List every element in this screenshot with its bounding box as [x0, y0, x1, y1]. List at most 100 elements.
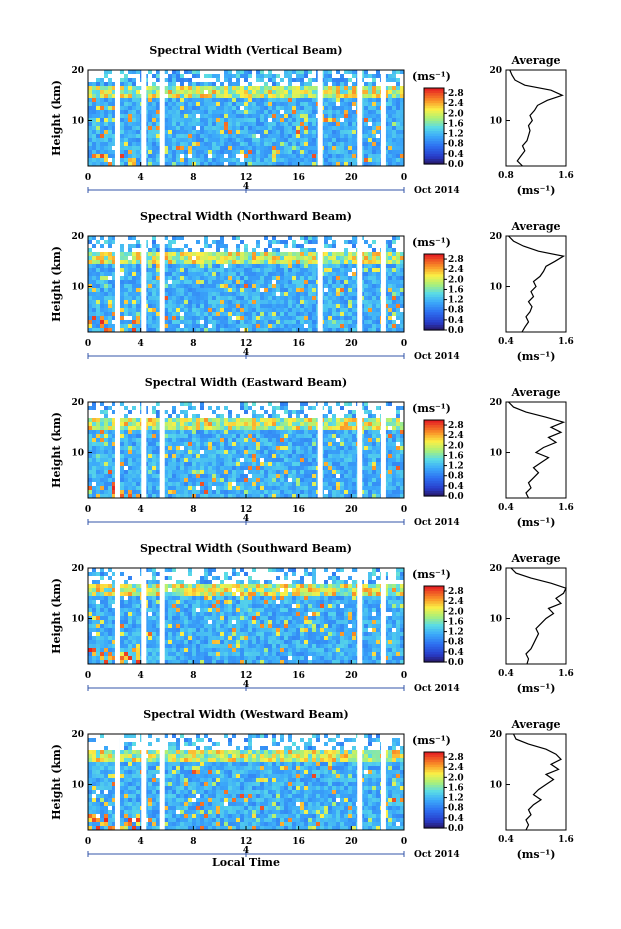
- heatmap-cell: [196, 414, 200, 418]
- heatmap-cell: [168, 272, 172, 276]
- heatmap-cell: [396, 138, 400, 142]
- heatmap-cell: [100, 478, 104, 482]
- heatmap-cell: [368, 470, 372, 474]
- heatmap-cell: [132, 106, 136, 110]
- heatmap-cell: [132, 324, 136, 328]
- heatmap-cell: [260, 296, 264, 300]
- heatmap-cell: [212, 110, 216, 114]
- heatmap-cell: [88, 272, 92, 276]
- heatmap-cell: [324, 422, 328, 426]
- heatmap-cell: [148, 284, 152, 288]
- heatmap-cell: [376, 122, 380, 126]
- heatmap-cell: [260, 422, 264, 426]
- average-x-tick-label: 0.8: [498, 171, 514, 181]
- heatmap-cell: [180, 78, 184, 82]
- heatmap-cell: [272, 300, 276, 304]
- heatmap-cell: [176, 426, 180, 430]
- heatmap-cell: [192, 90, 196, 94]
- heatmap-cell: [400, 150, 404, 154]
- heatmap-cell: [200, 138, 204, 142]
- heatmap-cell: [92, 292, 96, 296]
- heatmap-cell: [176, 260, 180, 264]
- heatmap-cell: [324, 470, 328, 474]
- heatmap-cell: [100, 276, 104, 280]
- heatmap-cell: [332, 292, 336, 296]
- heatmap-cell: [212, 162, 216, 166]
- heatmap-cell: [132, 114, 136, 118]
- heatmap-cell: [388, 142, 392, 146]
- heatmap-cell: [156, 402, 160, 406]
- heatmap-cell: [332, 430, 336, 434]
- heatmap-cell: [372, 126, 376, 130]
- heatmap-cell: [352, 304, 356, 308]
- heatmap-cell: [324, 284, 328, 288]
- heatmap-cell: [96, 474, 100, 478]
- heatmap-cell: [296, 102, 300, 106]
- heatmap-cell: [284, 268, 288, 272]
- heatmap-cell: [280, 406, 284, 410]
- heatmap-cell: [332, 264, 336, 268]
- heatmap-cell: [132, 292, 136, 296]
- heatmap-cell: [284, 324, 288, 328]
- heatmap-cell: [392, 276, 396, 280]
- heatmap-cell: [96, 466, 100, 470]
- heatmap-cells: [88, 70, 404, 166]
- heatmap-cell: [104, 142, 108, 146]
- heatmap-cell: [136, 470, 140, 474]
- heatmap-cell: [384, 122, 388, 126]
- heatmap-cell: [92, 114, 96, 118]
- heatmap-cell: [204, 114, 208, 118]
- heatmap-cell: [148, 110, 152, 114]
- heatmap-cell: [196, 162, 200, 166]
- heatmap-cell: [164, 114, 168, 118]
- heatmap-cell: [388, 430, 392, 434]
- heatmap-cell: [268, 474, 272, 478]
- heatmap-cell: [276, 110, 280, 114]
- heatmap-cell: [260, 438, 264, 442]
- heatmap-cell: [284, 142, 288, 146]
- heatmap-cell: [304, 236, 308, 240]
- heatmap-cell: [264, 426, 268, 430]
- heatmap-cell: [340, 418, 344, 422]
- heatmap-cell: [172, 146, 176, 150]
- heatmap-cell: [104, 328, 108, 332]
- colorbar-unit: (ms⁻¹): [412, 70, 451, 83]
- heatmap-cell: [276, 284, 280, 288]
- heatmap-cell: [252, 304, 256, 308]
- heatmap-cell: [248, 264, 252, 268]
- heatmap-cell: [128, 434, 132, 438]
- heatmap-cell: [396, 296, 400, 300]
- heatmap-cell: [180, 98, 184, 102]
- heatmap-cell: [400, 138, 404, 142]
- heatmap-cell: [372, 98, 376, 102]
- heatmap-cell: [256, 244, 260, 248]
- heatmap-cell: [348, 308, 352, 312]
- heatmap-cell: [244, 422, 248, 426]
- heatmap-cell: [372, 430, 376, 434]
- heatmap-cell: [336, 150, 340, 154]
- heatmap-cell: [392, 446, 396, 450]
- heatmap-cell: [392, 118, 396, 122]
- heatmap-cell: [228, 414, 232, 418]
- heatmap-cell: [164, 292, 168, 296]
- heatmap-cell: [152, 478, 156, 482]
- heatmap-cell: [364, 450, 368, 454]
- heatmap-cell: [260, 70, 264, 74]
- heatmap-cell: [332, 268, 336, 272]
- heatmap-cell: [228, 158, 232, 162]
- heatmap-cell: [208, 280, 212, 284]
- heatmap-cell: [364, 402, 368, 406]
- heatmap-cell: [304, 454, 308, 458]
- x-tick-label: 4: [138, 339, 144, 349]
- heatmap-cell: [368, 162, 372, 166]
- heatmap-cell: [264, 430, 268, 434]
- heatmap-cell: [212, 478, 216, 482]
- heatmap-cell: [348, 284, 352, 288]
- heatmap-cell: [120, 244, 124, 248]
- heatmap-cell: [128, 438, 132, 442]
- heatmap-cell: [292, 308, 296, 312]
- heatmap-cell: [364, 268, 368, 272]
- heatmap-cell: [312, 316, 316, 320]
- heatmap-cell: [344, 308, 348, 312]
- heatmap-cell: [204, 276, 208, 280]
